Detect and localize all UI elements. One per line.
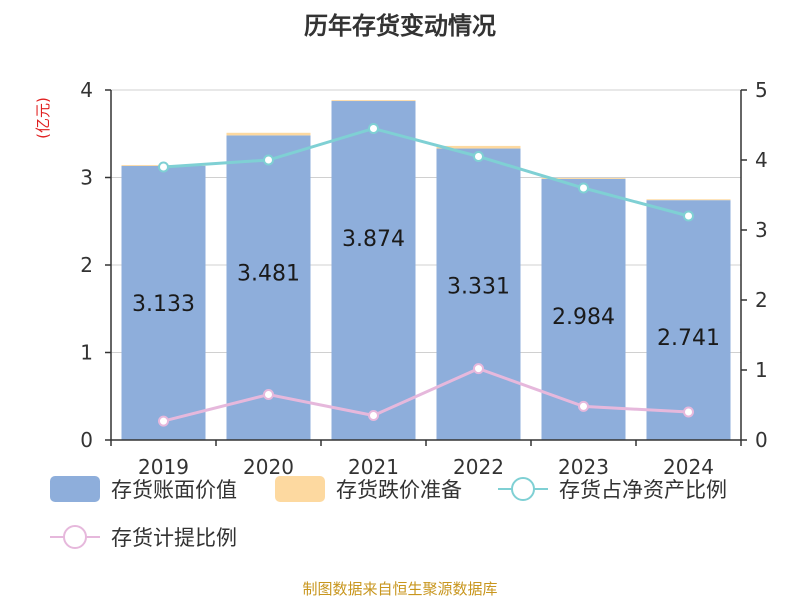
bar-inventory-impairment	[331, 100, 416, 102]
legend-label: 存货跌价准备	[336, 478, 462, 502]
bar-inventory-book-value	[331, 101, 416, 441]
x-tick-label: 2024	[663, 455, 714, 479]
bar-inventory-book-value	[436, 148, 521, 440]
y-right-tick-label: 2	[755, 288, 768, 312]
line-point	[263, 154, 274, 166]
bar-inventory-book-value	[121, 165, 206, 441]
y-right-tick-label: 3	[755, 218, 768, 242]
bar-value-label: 2.984	[552, 305, 615, 330]
line-point	[368, 123, 379, 134]
line-point	[683, 406, 694, 418]
legend-label: 存货占净资产比例	[559, 478, 727, 502]
line-point	[578, 400, 589, 412]
bar-inventory-book-value	[646, 200, 731, 440]
x-tick-label: 2023	[558, 455, 609, 479]
legend-label: 存货账面价值	[111, 478, 237, 502]
line-point	[263, 389, 274, 400]
y-left-tick-label: 0	[80, 428, 93, 452]
y-right-tick-label: 0	[755, 428, 768, 452]
legend-label: 存货计提比例	[111, 526, 237, 550]
line-point	[368, 410, 379, 421]
line-point	[158, 161, 169, 173]
line-point	[158, 415, 169, 427]
bar-inventory-impairment	[541, 178, 626, 179]
bar-value-label: 3.133	[132, 292, 195, 317]
bar-value-label: 3.331	[447, 275, 510, 300]
y-left-tick-label: 1	[80, 341, 93, 365]
y-left-tick-label: 2	[80, 253, 93, 277]
line-point	[578, 182, 589, 194]
bar-value-label: 2.741	[657, 326, 720, 351]
line-point	[473, 151, 484, 162]
bar-inventory-impairment	[436, 145, 521, 149]
bar-value-label: 3.481	[237, 261, 300, 286]
legend-marker-swatch	[50, 476, 100, 502]
x-tick-label: 2019	[138, 455, 189, 479]
y-left-unit-label: (亿元)	[34, 97, 52, 139]
y-right-tick-label: 1	[755, 358, 768, 382]
y-right-tick-label: 4	[755, 148, 768, 172]
x-tick-label: 2020	[243, 455, 294, 479]
chart-title: 历年存货变动情况	[304, 12, 496, 40]
legend-marker-swatch	[275, 476, 325, 502]
bar-inventory-impairment	[646, 199, 731, 201]
bar-inventory-impairment	[226, 132, 311, 136]
x-tick-label: 2022	[453, 455, 504, 479]
line-point	[683, 210, 694, 222]
y-left-tick-label: 4	[80, 78, 93, 102]
line-series	[163, 366, 689, 423]
y-left-tick-label: 3	[80, 166, 93, 190]
bar-value-label: 3.874	[342, 227, 405, 252]
legend-marker-circle	[511, 477, 535, 501]
source-footer: 制图数据来自恒生聚源数据库	[302, 580, 498, 598]
line-point	[473, 363, 484, 375]
line-series	[163, 126, 689, 218]
y-right-tick-label: 5	[755, 78, 768, 102]
x-tick-label: 2021	[348, 455, 399, 479]
legend-marker-circle	[63, 525, 87, 549]
